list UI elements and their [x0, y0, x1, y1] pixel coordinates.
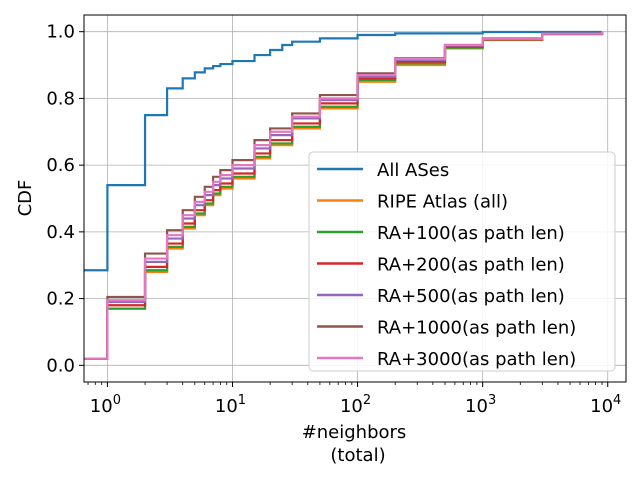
series-lines — [84, 30, 604, 360]
x-axis-label-line1: #neighbors — [302, 422, 407, 443]
y-tick-label: 0.8 — [46, 88, 75, 109]
legend-items: All ASes RIPE Atlas (all) RA+100(as path l… — [317, 160, 576, 370]
x-tick-label: 103 — [465, 393, 496, 417]
legend-label: RA+500(as path len) — [377, 286, 565, 307]
y-tick-label: 0.6 — [46, 155, 75, 176]
y-tick-label: 1.0 — [46, 22, 75, 43]
x-tick-label: 102 — [340, 393, 371, 417]
legend-label: All ASes — [377, 160, 449, 181]
x-tick-label: 100 — [90, 393, 121, 417]
y-tick-label: 0.2 — [46, 289, 75, 310]
x-tick-label: 104 — [590, 393, 621, 417]
legend-box — [308, 151, 616, 372]
legend-label: RA+3000(as path len) — [377, 349, 576, 370]
series-line-6 — [84, 31, 604, 360]
y-tick-label: 0.4 — [46, 222, 75, 243]
x-tick-label: 101 — [215, 393, 246, 417]
series-line-0 — [84, 30, 604, 272]
legend-label: RA+200(as path len) — [377, 255, 565, 276]
y-tick-label: 0.0 — [46, 355, 75, 376]
x-axis-label-line2: (total) — [330, 445, 385, 466]
legend-label: RIPE Atlas (all) — [377, 192, 508, 213]
y-axis-ticks: 0.0 0.2 0.4 0.6 0.8 1.0 — [46, 22, 84, 376]
plot-frame — [83, 14, 627, 383]
x-axis-ticks: 100 101 102 103 104 — [87, 382, 621, 417]
legend: All ASes RIPE Atlas (all) RA+100(as path l… — [308, 151, 616, 372]
y-axis-label: CDF — [15, 180, 36, 217]
legend-label: RA+1000(as path len) — [377, 318, 576, 339]
legend-label: RA+100(as path len) — [377, 223, 565, 244]
